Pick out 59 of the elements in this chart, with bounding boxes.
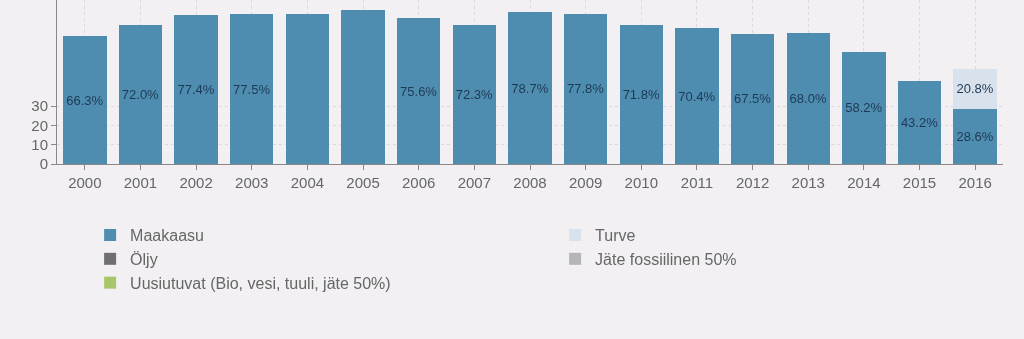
data-label: 72.3% bbox=[455, 86, 494, 102]
bar bbox=[675, 28, 719, 164]
bar bbox=[953, 108, 997, 164]
data-label: 67.5% bbox=[733, 91, 772, 107]
y-tick-label: 10 bbox=[31, 135, 48, 153]
bar bbox=[230, 14, 274, 164]
x-tick-label: 2004 bbox=[290, 174, 325, 191]
x-tick-label: 2012 bbox=[735, 174, 770, 191]
x-tick-label: 2015 bbox=[902, 174, 937, 191]
bar bbox=[563, 13, 608, 164]
bar bbox=[619, 25, 663, 164]
bar bbox=[897, 80, 942, 164]
data-label: 70.4% bbox=[678, 88, 716, 104]
x-tick-label: 2011 bbox=[680, 174, 714, 191]
legend-label: Uusiutuvat (Bio, vesi, tuuli, jäte 50%) bbox=[130, 274, 391, 292]
bar bbox=[397, 18, 441, 164]
x-tick-label: 2013 bbox=[791, 174, 825, 191]
bar bbox=[285, 14, 330, 164]
legend-label: Turve bbox=[595, 227, 636, 245]
legend-label: Öljy bbox=[130, 251, 158, 269]
data-label: 43.2% bbox=[900, 114, 939, 130]
x-tick-label: 2009 bbox=[568, 174, 603, 191]
bar bbox=[730, 33, 775, 164]
x-tick-label: 2003 bbox=[235, 174, 269, 191]
bar bbox=[174, 14, 218, 164]
x-tick-label: 2014 bbox=[847, 174, 881, 191]
y-tick-label: 0 bbox=[39, 155, 48, 173]
data-label: 72.0% bbox=[121, 87, 160, 103]
x-tick-label: 2000 bbox=[68, 174, 102, 191]
bar bbox=[118, 25, 163, 164]
bar bbox=[341, 9, 385, 164]
data-label: 77.8% bbox=[566, 81, 605, 97]
data-label: 58.2% bbox=[845, 100, 883, 116]
x-tick-label: 2005 bbox=[346, 174, 380, 191]
bar bbox=[842, 51, 886, 164]
y-tick-label: 20 bbox=[31, 116, 48, 134]
bar bbox=[452, 24, 497, 164]
data-label: 78.7% bbox=[511, 80, 549, 96]
x-tick-label: 2001 bbox=[123, 174, 158, 191]
bar bbox=[786, 32, 830, 164]
x-tick-label: 2008 bbox=[513, 174, 547, 191]
data-label: 71.8% bbox=[622, 87, 660, 103]
data-label: 77.4% bbox=[177, 81, 215, 97]
data-label: 68.0% bbox=[789, 90, 827, 106]
data-label: 28.6% bbox=[956, 128, 994, 144]
bar bbox=[63, 36, 107, 164]
data-label: 66.3% bbox=[66, 92, 104, 108]
legend-label: Maakaasu bbox=[130, 227, 204, 245]
data-label: 75.6% bbox=[400, 83, 438, 99]
bar bbox=[508, 12, 552, 164]
x-tick-label: 2006 bbox=[402, 174, 436, 191]
x-tick-label: 2016 bbox=[958, 174, 992, 191]
y-tick-label: 30 bbox=[31, 97, 48, 115]
data-label: 20.8% bbox=[956, 81, 994, 97]
x-tick-label: 2010 bbox=[624, 174, 658, 191]
legend-label: Jäte fossiilinen 50% bbox=[595, 251, 737, 269]
data-label: 77.5% bbox=[233, 81, 271, 97]
x-tick-label: 2002 bbox=[179, 174, 213, 191]
x-tick-label: 2007 bbox=[457, 174, 492, 191]
